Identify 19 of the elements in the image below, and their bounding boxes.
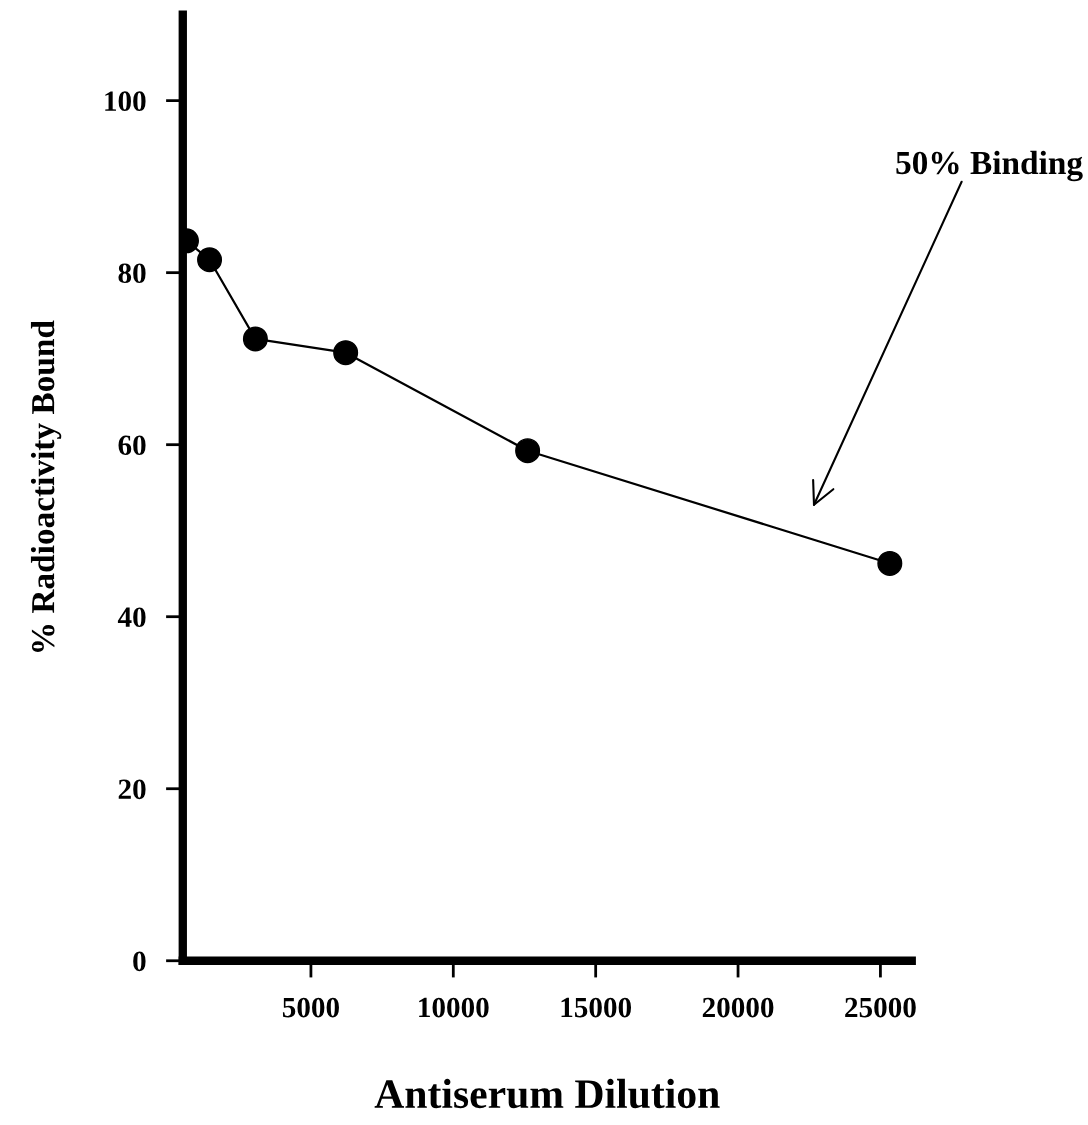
x-axis-title: Antiserum Dilution [374,1078,720,1109]
y-tick-label: 60 [118,435,146,456]
point [877,550,903,576]
y-axis-title: % Radioactivity Bound [30,320,62,652]
x-tick-label: 15000 [561,997,632,1018]
point [515,438,541,464]
x-tick-label: 10000 [419,997,489,1018]
x-tick-label: 5000 [282,997,339,1018]
y-tick-label: 20 [118,779,146,800]
y-tick-label: 40 [117,607,146,628]
point [242,326,268,352]
x-tick-label: 25000 [845,997,916,1018]
y-tick-label: 80 [118,263,146,284]
point [333,340,359,366]
y-tick-label: 100 [105,91,146,112]
y-tick-label: 0 [133,951,146,972]
point [197,247,223,273]
annotation: 50% Binding [896,150,1083,182]
x-tick-label: 20000 [702,997,774,1018]
